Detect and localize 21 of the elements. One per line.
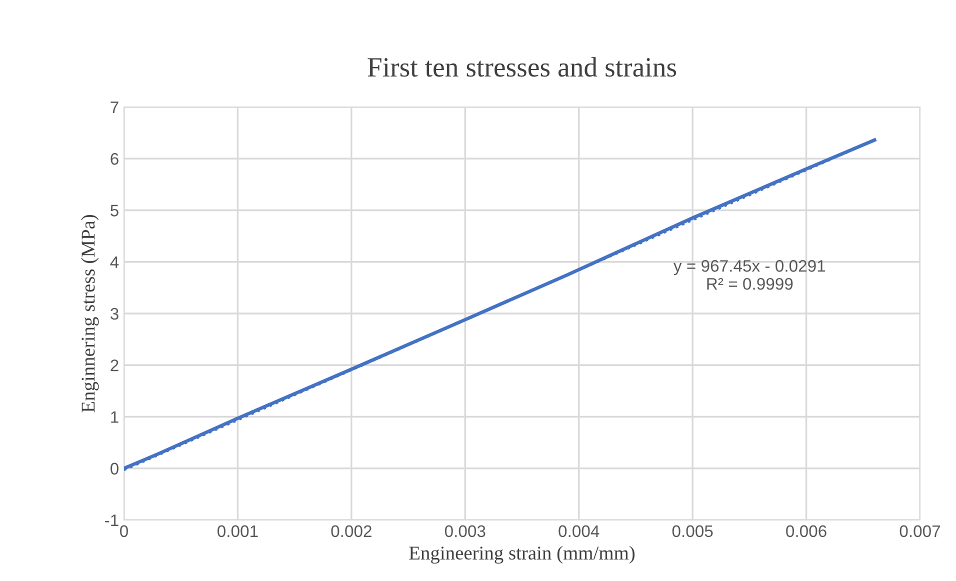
x-tick-label: 0.007 — [900, 525, 940, 538]
x-tick-label: 0 — [120, 525, 128, 538]
y-tick-label: 5 — [110, 204, 118, 216]
annotation: y = 967.45x - 0.0291 R² = 0.9999 — [673, 260, 826, 290]
chart-title: First ten stresses and strains — [368, 57, 676, 77]
x-axis-title: Engineering strain (mm/mm) — [409, 546, 635, 564]
x-tick-label: 0.006 — [786, 525, 826, 538]
y-tick-label: -1 — [105, 514, 118, 526]
y-tick-label: 7 — [110, 102, 118, 114]
y-tick-label: 1 — [111, 411, 118, 423]
x-tick-label: 0.001 — [218, 525, 258, 538]
x-tick-label: 0.002 — [331, 525, 372, 538]
x-tick-label: 0.005 — [672, 525, 713, 538]
y-tick-label: 2 — [110, 360, 118, 372]
y-axis-title: Enginnering stress (MPa) — [81, 214, 99, 412]
y-tick-label: 6 — [110, 153, 118, 165]
x-tick-label: 0.004 — [558, 525, 600, 538]
x-tick-label: 0.003 — [444, 525, 486, 538]
y-tick-label: 4 — [110, 256, 119, 268]
y-tick-label: 0 — [110, 462, 118, 475]
y-tick-label: 3 — [110, 308, 118, 320]
